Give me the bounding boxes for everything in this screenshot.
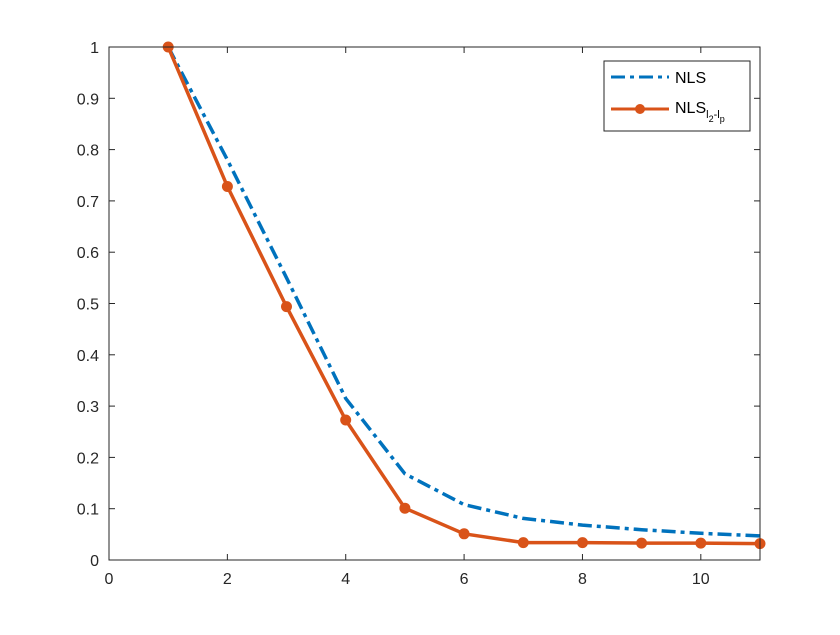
legend-label-nls: NLS xyxy=(675,70,706,87)
x-tick-label: 2 xyxy=(223,571,232,588)
legend-label-subsubscript-2: p xyxy=(720,114,725,124)
y-tick-label: 1 xyxy=(90,40,99,57)
plot-area xyxy=(109,47,760,560)
y-tick-label: 0.1 xyxy=(77,502,99,519)
series-line-nls xyxy=(166,46,761,538)
data-point-nls-l2-lp xyxy=(399,502,411,514)
data-point-nls-l2-lp xyxy=(695,537,707,549)
y-tick-label: 0.7 xyxy=(77,194,99,211)
y-tick-label: 0.4 xyxy=(77,348,99,365)
y-tick-label: 0.8 xyxy=(77,143,99,160)
legend-box xyxy=(603,60,751,132)
data-point-nls-l2-lp xyxy=(458,528,470,540)
legend-label-nls-l2-lp: NLSl2-lp xyxy=(675,100,725,124)
legend-marker-nls-l2-lp xyxy=(635,104,645,114)
y-tick-label: 0 xyxy=(90,553,99,570)
data-point-nls-l2-lp xyxy=(340,414,352,426)
x-tick-label: 4 xyxy=(341,571,350,588)
legend-label-base: NLS xyxy=(675,100,706,117)
data-point-nls-l2-lp xyxy=(577,537,588,549)
data-point-nls-l2-lp xyxy=(517,537,529,549)
y-tick-label: 0.6 xyxy=(77,245,99,262)
plot-frame xyxy=(108,46,761,561)
legend: NLS NLSl2-lp xyxy=(603,60,751,132)
y-axis-ticks: 0 0.1 0.2 0.3 0.4 0.5 0.6 0.7 0.8 0.9 1 xyxy=(77,40,760,570)
data-point-nls-l2-lp xyxy=(281,301,292,313)
data-point-nls-l2-lp xyxy=(221,181,233,192)
series-layer xyxy=(162,41,766,550)
y-tick-label: 0.3 xyxy=(77,399,99,416)
x-tick-label: 8 xyxy=(578,571,587,588)
x-tick-label: 10 xyxy=(692,571,710,588)
y-tick-label: 0.9 xyxy=(77,91,99,108)
legend-label-subsubscript-1: 2 xyxy=(709,114,714,124)
y-tick-label: 0.2 xyxy=(77,450,99,467)
x-axis-ticks: 0 2 4 6 8 10 xyxy=(105,47,710,588)
x-tick-label: 6 xyxy=(460,571,469,588)
x-tick-label: 0 xyxy=(105,571,114,588)
data-point-nls-l2-lp xyxy=(636,537,648,549)
legend-label-subscript: l xyxy=(706,109,708,121)
legend-label-dash-l: -l xyxy=(714,109,720,121)
y-tick-label: 0.5 xyxy=(77,297,99,314)
